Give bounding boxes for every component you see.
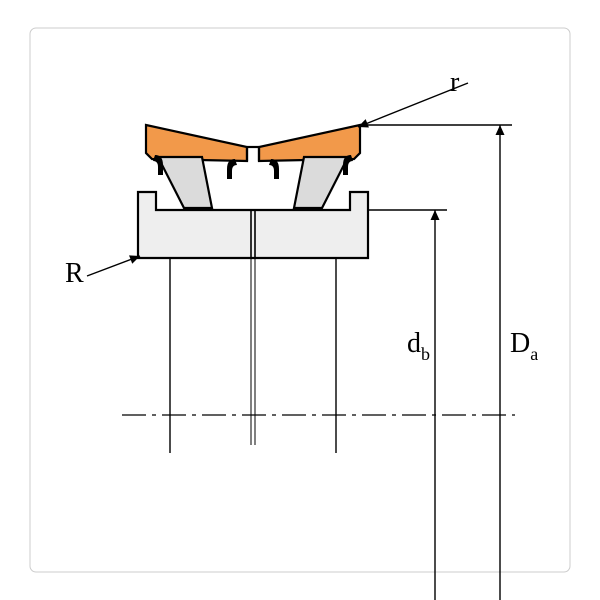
roller [294,157,348,208]
label-Da: Da [510,328,538,364]
label-R: R [65,258,84,289]
cup-left [146,125,247,161]
cage-rib [269,159,279,179]
label-db: db [407,328,430,364]
outer-ring [138,192,368,258]
label-r: r [450,67,460,98]
roller [158,157,212,208]
image-frame [30,28,570,572]
diagram-canvas: Rr db Da [0,0,600,600]
bearing-cross-section [138,125,368,258]
cage-rib [227,159,237,179]
cup-right [259,125,360,161]
